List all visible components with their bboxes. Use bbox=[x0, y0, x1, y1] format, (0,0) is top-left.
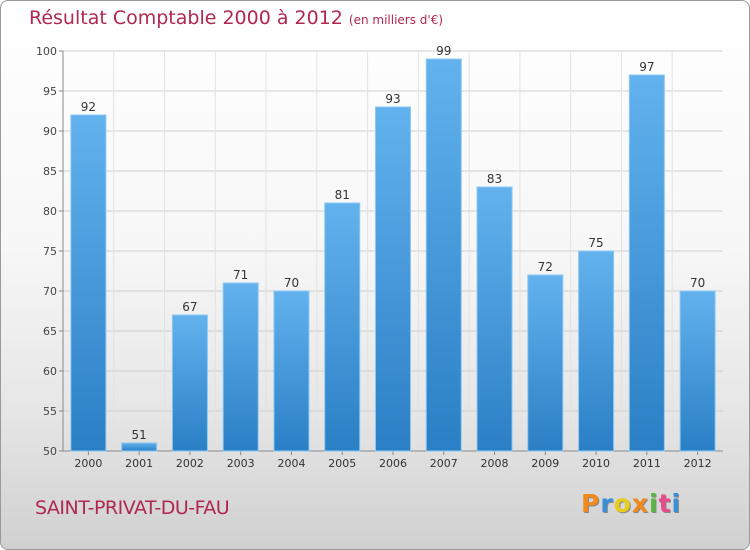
x-tick-label-2005: 2005 bbox=[328, 457, 356, 470]
proxiti-logo: Proxiti bbox=[581, 489, 681, 518]
logo-letter: t bbox=[658, 489, 672, 518]
commune-name: SAINT-PRIVAT-DU-FAU bbox=[35, 497, 230, 519]
data-label-2003: 71 bbox=[233, 268, 248, 282]
chart-title-text: Résultat Comptable 2000 à 2012 bbox=[29, 7, 343, 29]
x-tick-label-2012: 2012 bbox=[684, 457, 712, 470]
data-label-2012: 70 bbox=[690, 276, 705, 290]
labels: 92 2000 51 2001 67 2002 71 2003 70 2004 81 2005 93 20… bbox=[74, 44, 711, 470]
y-tick-label: 80 bbox=[43, 205, 57, 218]
bar-2006 bbox=[375, 106, 411, 452]
bar-2000 bbox=[70, 114, 107, 452]
y-tick-label: 60 bbox=[43, 365, 57, 378]
data-label-2008: 83 bbox=[487, 172, 502, 186]
y-tick-label: 50 bbox=[43, 445, 57, 458]
y-tick-label: 85 bbox=[43, 165, 57, 178]
bar-2007 bbox=[425, 58, 462, 452]
logo-letter: i bbox=[671, 489, 682, 518]
data-label-2004: 70 bbox=[284, 276, 299, 290]
x-tick-label-2010: 2010 bbox=[582, 457, 610, 470]
logo-letter: P bbox=[581, 489, 601, 518]
data-label-2002: 67 bbox=[182, 300, 197, 314]
bar-2005 bbox=[324, 202, 361, 452]
bar-2009 bbox=[527, 274, 564, 452]
data-label-2011: 97 bbox=[639, 60, 654, 74]
y-tick-label: 95 bbox=[43, 85, 57, 98]
bar-2012 bbox=[679, 290, 716, 452]
x-tick-label-2004: 2004 bbox=[277, 457, 305, 470]
y-tick-label: 75 bbox=[43, 245, 57, 258]
data-label-2009: 72 bbox=[538, 260, 553, 274]
x-tick-label-2002: 2002 bbox=[176, 457, 204, 470]
y-tick-label: 65 bbox=[43, 325, 57, 338]
chart-subtitle: (en milliers d'€) bbox=[348, 13, 444, 27]
logo-letter: x bbox=[631, 489, 649, 518]
data-label-2006: 93 bbox=[385, 92, 400, 106]
bar-2010 bbox=[578, 250, 615, 452]
x-tick-label-2006: 2006 bbox=[379, 457, 407, 470]
x-tick-label-2008: 2008 bbox=[481, 457, 509, 470]
y-tick-label: 55 bbox=[43, 405, 57, 418]
y-tick-label: 70 bbox=[43, 285, 57, 298]
bar-2002 bbox=[171, 314, 208, 452]
y-tick-label: 90 bbox=[43, 125, 57, 138]
bar-2003 bbox=[222, 282, 259, 452]
logo-letter: i bbox=[649, 489, 659, 518]
logo-letter: o bbox=[613, 489, 632, 518]
logo-letter: r bbox=[600, 489, 614, 518]
bar-2004 bbox=[273, 290, 310, 452]
bars bbox=[70, 58, 716, 452]
x-tick-label-2009: 2009 bbox=[531, 457, 559, 470]
y-tick-label: 100 bbox=[36, 45, 57, 58]
chart-title: Résultat Comptable 2000 à 2012 (en millie… bbox=[29, 7, 443, 29]
data-label-2005: 81 bbox=[335, 188, 350, 202]
x-tick-label-2000: 2000 bbox=[74, 457, 102, 470]
bar-2008 bbox=[476, 186, 513, 452]
bar-2011 bbox=[628, 74, 665, 452]
x-tick-label-2007: 2007 bbox=[430, 457, 458, 470]
data-label-2000: 92 bbox=[81, 100, 96, 114]
x-tick-label-2003: 2003 bbox=[227, 457, 255, 470]
data-label-2010: 75 bbox=[588, 236, 603, 250]
x-tick-label-2001: 2001 bbox=[125, 457, 153, 470]
x-tick-label-2011: 2011 bbox=[633, 457, 661, 470]
data-label-2001: 51 bbox=[132, 428, 147, 442]
bar-2001 bbox=[121, 442, 158, 452]
data-label-2007: 99 bbox=[436, 44, 451, 58]
